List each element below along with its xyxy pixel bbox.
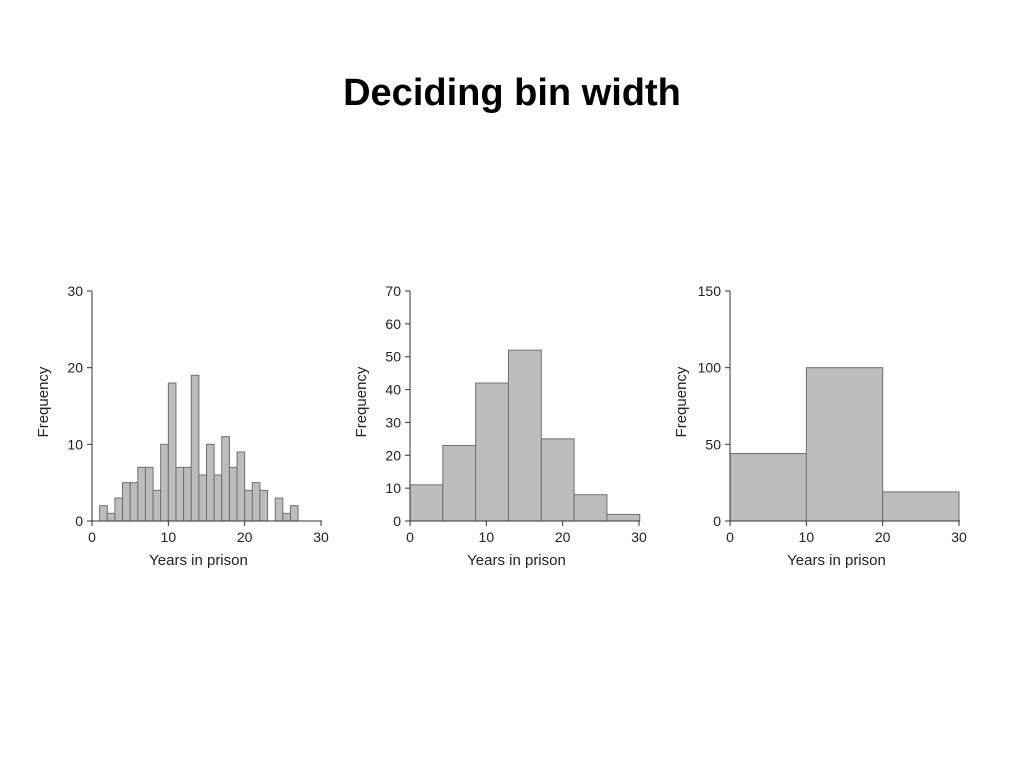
bar-2 (882, 491, 960, 522)
bar-1 (805, 367, 884, 522)
y-tick-label-0: 0 (713, 513, 721, 529)
histogram-bin-width-10: 0 50 100 150 0 10 20 30 Years in prison Frequency (668, 275, 978, 575)
bar-14 (206, 443, 215, 522)
bar-13 (198, 474, 208, 522)
bar-12 (190, 374, 200, 522)
chart-svg: 0 10 20 30 40 50 60 70 0 10 20 30 Years in prison Fre… (353, 283, 647, 569)
histogram-bin-width-1: 0 10 20 30 0 10 20 30 Years in prison Frequency (30, 275, 340, 575)
bar-24 (289, 505, 299, 522)
y-tick-label-2: 100 (698, 360, 722, 376)
x-tick-label-0: 0 (726, 529, 734, 545)
bar-5 (137, 466, 146, 522)
y-tick-label-6: 60 (385, 316, 401, 332)
bar-2 (114, 497, 124, 522)
bar-3 (507, 349, 542, 522)
bar-1 (442, 444, 477, 522)
y-tick-label-1: 50 (705, 436, 721, 452)
y-tick-label-2: 20 (67, 360, 83, 376)
bar-6 (606, 513, 641, 522)
x-tick-label-2: 20 (875, 529, 891, 545)
bar-0 (99, 505, 108, 522)
x-tick-label-3: 30 (631, 529, 647, 545)
y-tick-label-1: 10 (67, 436, 83, 452)
x-tick-label-1: 10 (161, 529, 177, 545)
slide-title: Deciding bin width (343, 72, 681, 114)
histogram-bin-width-medium: 0 10 20 30 40 50 60 70 0 10 20 30 Years in prison Fre… (348, 275, 658, 575)
y-tick-label-3: 30 (67, 283, 83, 299)
bar-16 (221, 436, 230, 522)
y-axis-title: Frequency (35, 366, 52, 437)
bar-5 (573, 494, 608, 522)
x-tick-label-2: 20 (555, 529, 571, 545)
bar-23 (282, 512, 291, 522)
x-tick-label-1: 10 (799, 529, 815, 545)
y-tick-label-5: 50 (385, 349, 401, 365)
y-tick-label-3: 30 (385, 414, 401, 430)
bar-19 (244, 489, 253, 522)
x-tick-label-1: 10 (479, 529, 495, 545)
x-tick-label-0: 0 (88, 529, 96, 545)
bar-20 (251, 482, 261, 522)
bar-18 (236, 451, 246, 522)
x-axis-title: Years in prison (467, 552, 566, 569)
bar-8 (160, 443, 169, 522)
y-tick-label-2: 20 (385, 447, 401, 463)
bar-7 (152, 489, 162, 522)
bar-15 (213, 474, 223, 522)
y-axis-title: Frequency (673, 366, 690, 437)
x-axis-title: Years in prison (149, 552, 248, 569)
bar-21 (259, 489, 269, 522)
bar-0 (729, 453, 807, 522)
bar-4 (129, 482, 139, 522)
x-tick-label-0: 0 (406, 529, 414, 545)
y-tick-label-7: 70 (385, 283, 401, 299)
bar-11 (183, 466, 192, 522)
bar-1 (106, 512, 116, 522)
y-tick-label-0: 0 (393, 513, 401, 529)
bar-9 (167, 382, 177, 522)
chart-svg: 0 50 100 150 0 10 20 30 Years in prison Frequency (673, 283, 967, 569)
bar-6 (144, 466, 154, 522)
bar-22 (274, 497, 284, 522)
x-tick-label-2: 20 (237, 529, 253, 545)
y-tick-label-4: 40 (385, 382, 401, 398)
x-axis-title: Years in prison (787, 552, 886, 569)
bar-2 (475, 382, 509, 522)
y-axis-title: Frequency (353, 366, 370, 437)
chart-svg: 0 10 20 30 0 10 20 30 Years in prison Frequency (35, 283, 329, 569)
y-tick-label-0: 0 (75, 513, 83, 529)
x-tick-label-3: 30 (313, 529, 329, 545)
bar-3 (122, 482, 131, 522)
bar-10 (175, 466, 185, 522)
y-tick-label-3: 150 (698, 283, 722, 299)
y-tick-label-1: 10 (385, 480, 401, 496)
bar-0 (409, 484, 444, 522)
bar-4 (540, 438, 575, 522)
x-tick-label-3: 30 (951, 529, 967, 545)
bar-17 (228, 466, 238, 522)
